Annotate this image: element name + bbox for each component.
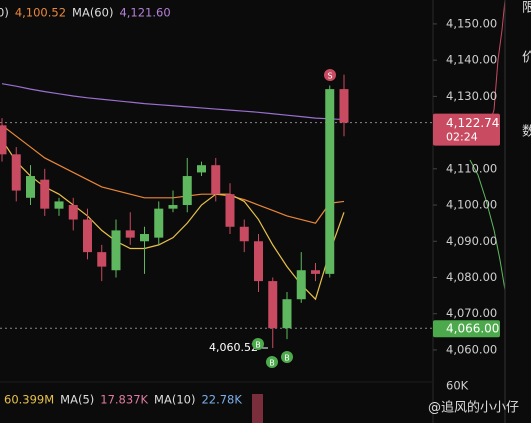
marker-price-label: 4,066.00 xyxy=(446,322,499,336)
candle-body xyxy=(197,165,206,173)
candle-body xyxy=(254,241,263,282)
legend-text: MA(5) xyxy=(60,393,94,407)
signal-label: B xyxy=(284,354,290,363)
y-tick-label: 4,080.00 xyxy=(446,270,497,284)
legend-text: 17.837K xyxy=(100,393,148,407)
candle-body xyxy=(83,219,92,253)
candle-body xyxy=(140,234,149,242)
signal-label: S xyxy=(327,72,332,81)
marker-price-box xyxy=(433,320,500,338)
last-price-box xyxy=(433,113,500,146)
candle-body xyxy=(97,252,107,267)
candle-body xyxy=(268,281,278,329)
candle-body xyxy=(111,230,121,271)
candle-body xyxy=(182,176,192,206)
last-price-time: 02:24 xyxy=(446,131,478,144)
candle-body xyxy=(225,194,235,227)
y-tick-label: 4,100.00 xyxy=(446,198,497,212)
candle-body xyxy=(68,205,78,220)
legend-text: MA(10) xyxy=(154,393,195,407)
candle-body xyxy=(325,89,335,274)
ma-line xyxy=(1,139,345,301)
y-tick-label: 4,140.00 xyxy=(446,53,497,67)
candle-body xyxy=(282,299,292,329)
y-tick-label: 4,070.00 xyxy=(446,306,497,320)
candle-body xyxy=(11,154,21,191)
signal-badge xyxy=(252,338,264,350)
candle-body xyxy=(296,270,306,300)
signal-badge xyxy=(266,356,278,368)
candle-body xyxy=(40,179,50,209)
side-label: 价 xyxy=(522,51,531,66)
legend-text: 60.399M xyxy=(4,393,54,407)
signal-badge xyxy=(281,351,293,363)
ma-line xyxy=(1,83,345,121)
candle-body xyxy=(0,125,7,155)
y-tick-label: 4,150.00 xyxy=(446,16,497,30)
volume-tick-label: 60K xyxy=(446,379,469,393)
y-tick-label: 4,130.00 xyxy=(446,89,497,103)
low-label: 4,060.52 xyxy=(209,341,258,354)
candle-body xyxy=(311,270,320,274)
side-panel xyxy=(505,0,531,423)
candle-body xyxy=(168,205,178,209)
candle-body xyxy=(26,176,35,198)
candle-body xyxy=(211,165,221,195)
last-price-label: 4,122.74 xyxy=(446,116,499,130)
legend-text: 4,121.60 xyxy=(119,6,170,20)
candle-body xyxy=(125,230,135,238)
legend-text: 22.78K xyxy=(201,393,242,407)
candle-body xyxy=(239,226,249,242)
watermark: @追风的小小仔 xyxy=(428,400,519,416)
candle-body xyxy=(154,208,164,238)
y-tick-label: 4,090.00 xyxy=(446,234,497,248)
y-tick-label: 4,110.00 xyxy=(446,161,497,175)
volume-bar xyxy=(252,394,263,423)
legend-text: MA(60) xyxy=(72,6,113,20)
candle-body xyxy=(54,201,64,209)
legend-text: 0) xyxy=(0,6,9,20)
signal-label: B xyxy=(269,359,275,368)
side-label: 数 xyxy=(522,125,531,140)
signal-label: B xyxy=(255,341,261,350)
side-label: 限 xyxy=(522,1,531,16)
legend-text: 4,100.52 xyxy=(15,6,66,20)
signal-badge xyxy=(324,69,336,81)
candle-body xyxy=(339,89,349,123)
y-tick-label: 4,060.00 xyxy=(446,342,497,356)
depth-bid xyxy=(469,159,506,291)
